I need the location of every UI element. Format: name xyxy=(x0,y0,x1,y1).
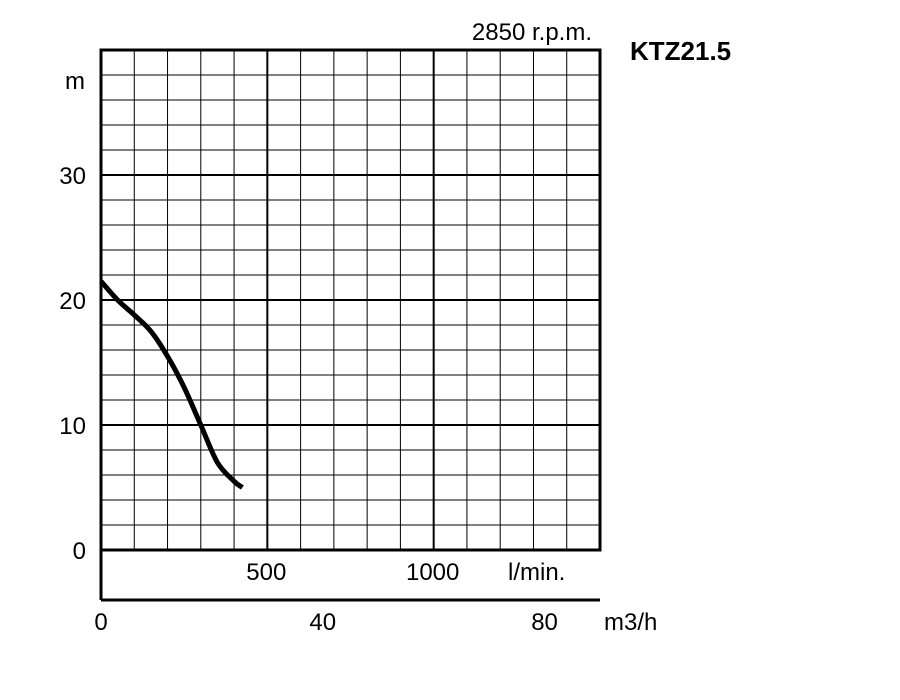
y-tick-label: 10 xyxy=(59,413,86,440)
y-tick-label: 20 xyxy=(59,288,86,315)
model-label: KTZ21.5 xyxy=(630,36,731,66)
grid-major xyxy=(101,50,600,550)
x-secondary-tick-label: 80 xyxy=(531,609,558,636)
y-axis-label: m xyxy=(65,68,85,95)
pump-curve-line xyxy=(99,279,244,490)
x-primary-tick-label: 1000 xyxy=(406,559,459,586)
x-secondary-tick-label: 0 xyxy=(94,609,107,636)
y-tick-label: 30 xyxy=(59,163,86,190)
y-tick-label: 0 xyxy=(73,538,86,565)
x-secondary-axis-label: m3/h xyxy=(604,609,657,636)
x-secondary-tick-label: 40 xyxy=(309,609,336,636)
chart-title: 2850 r.p.m. xyxy=(472,19,592,46)
x-primary-axis-label: l/min. xyxy=(508,559,565,586)
x-secondary-tick-labels: 0 40 80 xyxy=(94,609,558,636)
plot-frame xyxy=(99,48,602,552)
y-tick-labels: 0 10 20 30 xyxy=(59,163,86,565)
plot-frames xyxy=(99,48,602,602)
grid-minor xyxy=(101,50,600,550)
curve-layer xyxy=(99,279,244,490)
x-primary-tick-label: 500 xyxy=(246,559,286,586)
x-primary-tick-labels: 500 1000 xyxy=(246,559,459,586)
